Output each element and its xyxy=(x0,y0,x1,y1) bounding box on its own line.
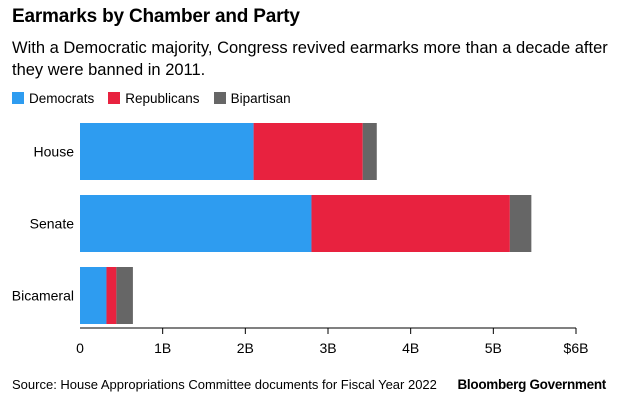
chart-title: Earmarks by Chamber and Party xyxy=(12,6,300,27)
bar-senate-republicans xyxy=(311,195,510,252)
legend-swatch-bipartisan xyxy=(213,92,226,104)
legend-swatch-democrats xyxy=(12,92,24,104)
bar-bicameral-republicans xyxy=(106,267,117,324)
x-tick-label: 4B xyxy=(402,340,419,356)
bar-house-bipartisan xyxy=(362,123,377,180)
legend-label-bipartisan: Bipartisan xyxy=(230,90,291,106)
legend: Democrats Republicans Bipartisan xyxy=(12,90,305,106)
brand-logo-text: Bloomberg Government xyxy=(457,377,606,392)
x-tick-label: 0 xyxy=(76,340,84,356)
x-tick-label: $6B xyxy=(564,340,589,356)
category-label-bicameral: Bicameral xyxy=(12,288,74,304)
bar-bicameral-bipartisan xyxy=(116,267,133,324)
legend-swatch-republicans xyxy=(108,92,121,104)
bar-bicameral-democrats xyxy=(80,267,107,324)
category-label-senate: Senate xyxy=(30,216,75,232)
category-label-house: House xyxy=(34,144,75,160)
bar-senate-democrats xyxy=(80,195,312,252)
chart-subtitle: With a Democratic majority, Congress rev… xyxy=(12,39,608,79)
bar-house-republicans xyxy=(253,123,363,180)
bar-senate-bipartisan xyxy=(509,195,532,252)
x-tick-label: 3B xyxy=(319,340,336,356)
legend-label-democrats: Democrats xyxy=(29,90,95,106)
legend-item-bipartisan: Bipartisan xyxy=(213,90,291,106)
source-note: Source: House Appropriations Committee d… xyxy=(12,377,437,392)
bar-house-democrats xyxy=(80,123,254,180)
x-tick-label: 2B xyxy=(237,340,254,356)
legend-item-republicans: Republicans xyxy=(108,90,200,106)
legend-label-republicans: Republicans xyxy=(125,90,200,106)
x-tick-label: 1B xyxy=(154,340,171,356)
x-tick-label: 5B xyxy=(485,340,502,356)
legend-item-democrats: Democrats xyxy=(12,91,94,106)
